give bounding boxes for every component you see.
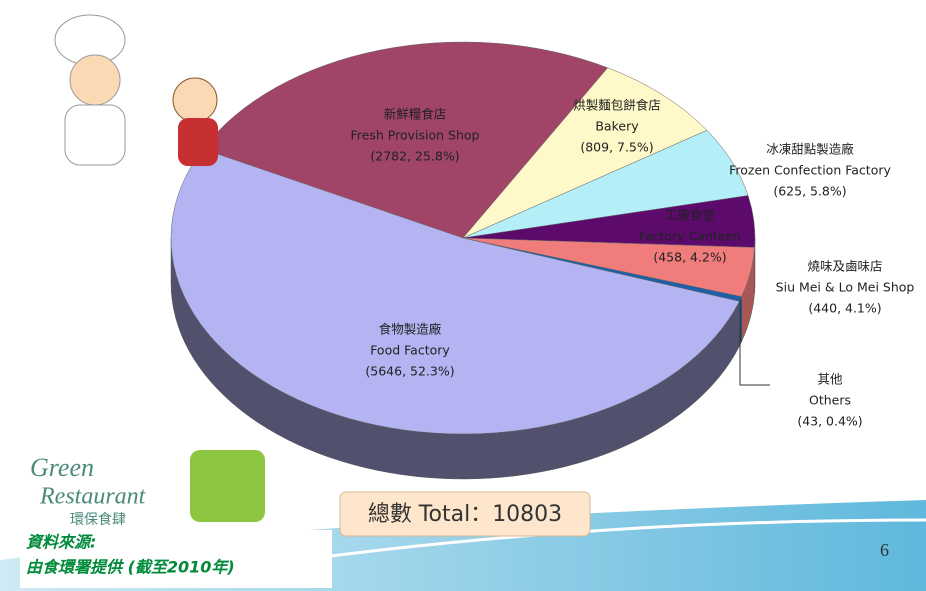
chef-illustration: [55, 15, 218, 166]
slide: Green Restaurant 環保食肆 總數 Total：10803 資料來…: [0, 0, 926, 591]
slice-label-en: Bakery: [595, 119, 639, 134]
source-text: 由食環署提供 (截至2010年): [26, 558, 235, 577]
logo-text: Restaurant: [39, 484, 147, 510]
slice-label: 新鮮糧食店: [384, 107, 447, 122]
value-label: (440, 4.1%): [808, 301, 881, 316]
total-label: 總數 Total：: [368, 502, 492, 527]
slice-label-en: Frozen Confection Factory: [729, 163, 891, 178]
value-label: (43, 0.4%): [797, 414, 862, 429]
page-number: 6: [880, 540, 889, 560]
logo-text: Green: [30, 453, 94, 482]
green-restaurant-logo: Green Restaurant 環保食肆: [30, 450, 265, 528]
slice-label-en: Others: [809, 393, 851, 408]
value-label: (458, 4.2%): [653, 250, 726, 265]
slice-label-en: Fresh Provision Shop: [351, 128, 480, 143]
source-title: 資料來源:: [26, 533, 96, 552]
slice-label: 工廠食堂: [665, 208, 715, 223]
value-label: (2782, 25.8%): [370, 149, 459, 164]
value-label: (5646, 52.3%): [365, 364, 454, 379]
logo-text: 環保食肆: [70, 511, 126, 528]
slice-label-en: Factory Canteen: [639, 229, 741, 244]
slice-label-en: Food Factory: [370, 343, 450, 358]
epd-logo: [190, 450, 265, 522]
slice-label: 冰凍甜點製造廠: [766, 142, 854, 157]
slice-label: 食物製造廠: [379, 322, 442, 337]
slice-label: 燒味及鹵味店: [807, 259, 882, 274]
slice-label: 烘製麵包餅食店: [573, 98, 661, 113]
value-label: (809, 7.5%): [580, 140, 653, 155]
slice-label: 其他: [817, 372, 843, 387]
total-value: 10803: [492, 502, 562, 527]
value-label: (625, 5.8%): [773, 184, 846, 199]
slice-label-en: Siu Mei & Lo Mei Shop: [776, 280, 915, 295]
leader-line: [740, 330, 770, 385]
total-text: 總數 Total：10803: [368, 502, 562, 527]
